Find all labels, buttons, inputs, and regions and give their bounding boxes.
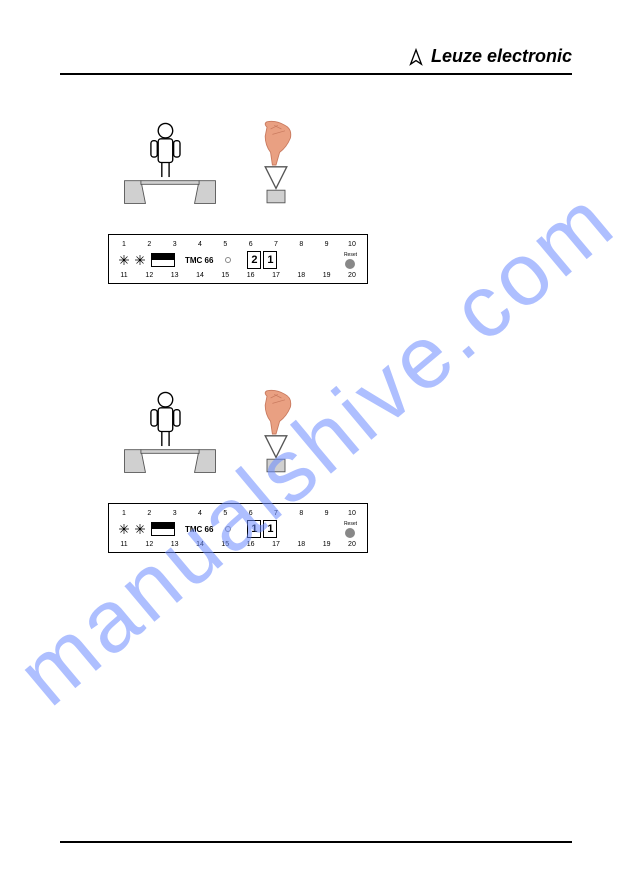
spark-icon [135, 524, 145, 534]
reset-button-icon[interactable] [345, 528, 355, 538]
instruction-section-2: 1 2 3 4 5 6 7 8 9 10 TMC 66 [60, 384, 572, 553]
spark-icon [119, 255, 129, 265]
terminal-row-top: 1 2 3 4 5 6 7 8 9 10 [117, 510, 359, 517]
digit: 1 [247, 520, 261, 538]
reset-button-icon[interactable] [345, 259, 355, 269]
figure-row [60, 115, 572, 210]
device-model-label: TMC 66 [185, 256, 213, 265]
hand-press-button-icon [248, 120, 304, 210]
device-controls: TMC 66 2 1 Reset [117, 248, 359, 272]
terminal-row-bottom: 11 12 13 14 15 16 17 18 19 20 [117, 541, 359, 548]
digit: 1 [263, 520, 277, 538]
spark-icon [135, 255, 145, 265]
digit: 2 [247, 251, 261, 269]
device-panel: 1 2 3 4 5 6 7 8 9 10 TMC 66 [108, 503, 368, 553]
led-indicator [225, 257, 231, 263]
device-panel: 1 2 3 4 5 6 7 8 9 10 TMC 66 [108, 234, 368, 284]
reset-control[interactable]: Reset [344, 521, 357, 538]
person-on-bridge-icon [120, 115, 220, 210]
device-model-label: TMC 66 [185, 525, 213, 534]
spark-icon [119, 524, 129, 534]
terminal-row-top: 1 2 3 4 5 6 7 8 9 10 [117, 241, 359, 248]
instruction-section-1: 1 2 3 4 5 6 7 8 9 10 TMC 66 [60, 115, 572, 284]
display-digits: 1 1 [247, 520, 277, 538]
figure-row [60, 384, 572, 479]
reset-control[interactable]: Reset [344, 252, 357, 269]
hand-press-button-icon [248, 389, 304, 479]
brand-name: Leuze electronic [431, 46, 572, 67]
display-digits: 2 1 [247, 251, 277, 269]
terminal-row-bottom: 11 12 13 14 15 16 17 18 19 20 [117, 272, 359, 279]
brand-logo-icon [407, 48, 425, 66]
led-indicator [225, 526, 231, 532]
dip-switches[interactable] [151, 253, 175, 267]
device-controls: TMC 66 1 1 Reset [117, 517, 359, 541]
footer-rule [60, 841, 572, 843]
dip-switches[interactable] [151, 522, 175, 536]
digit: 1 [263, 251, 277, 269]
page-header: Leuze electronic [60, 46, 572, 75]
person-on-bridge-icon [120, 384, 220, 479]
